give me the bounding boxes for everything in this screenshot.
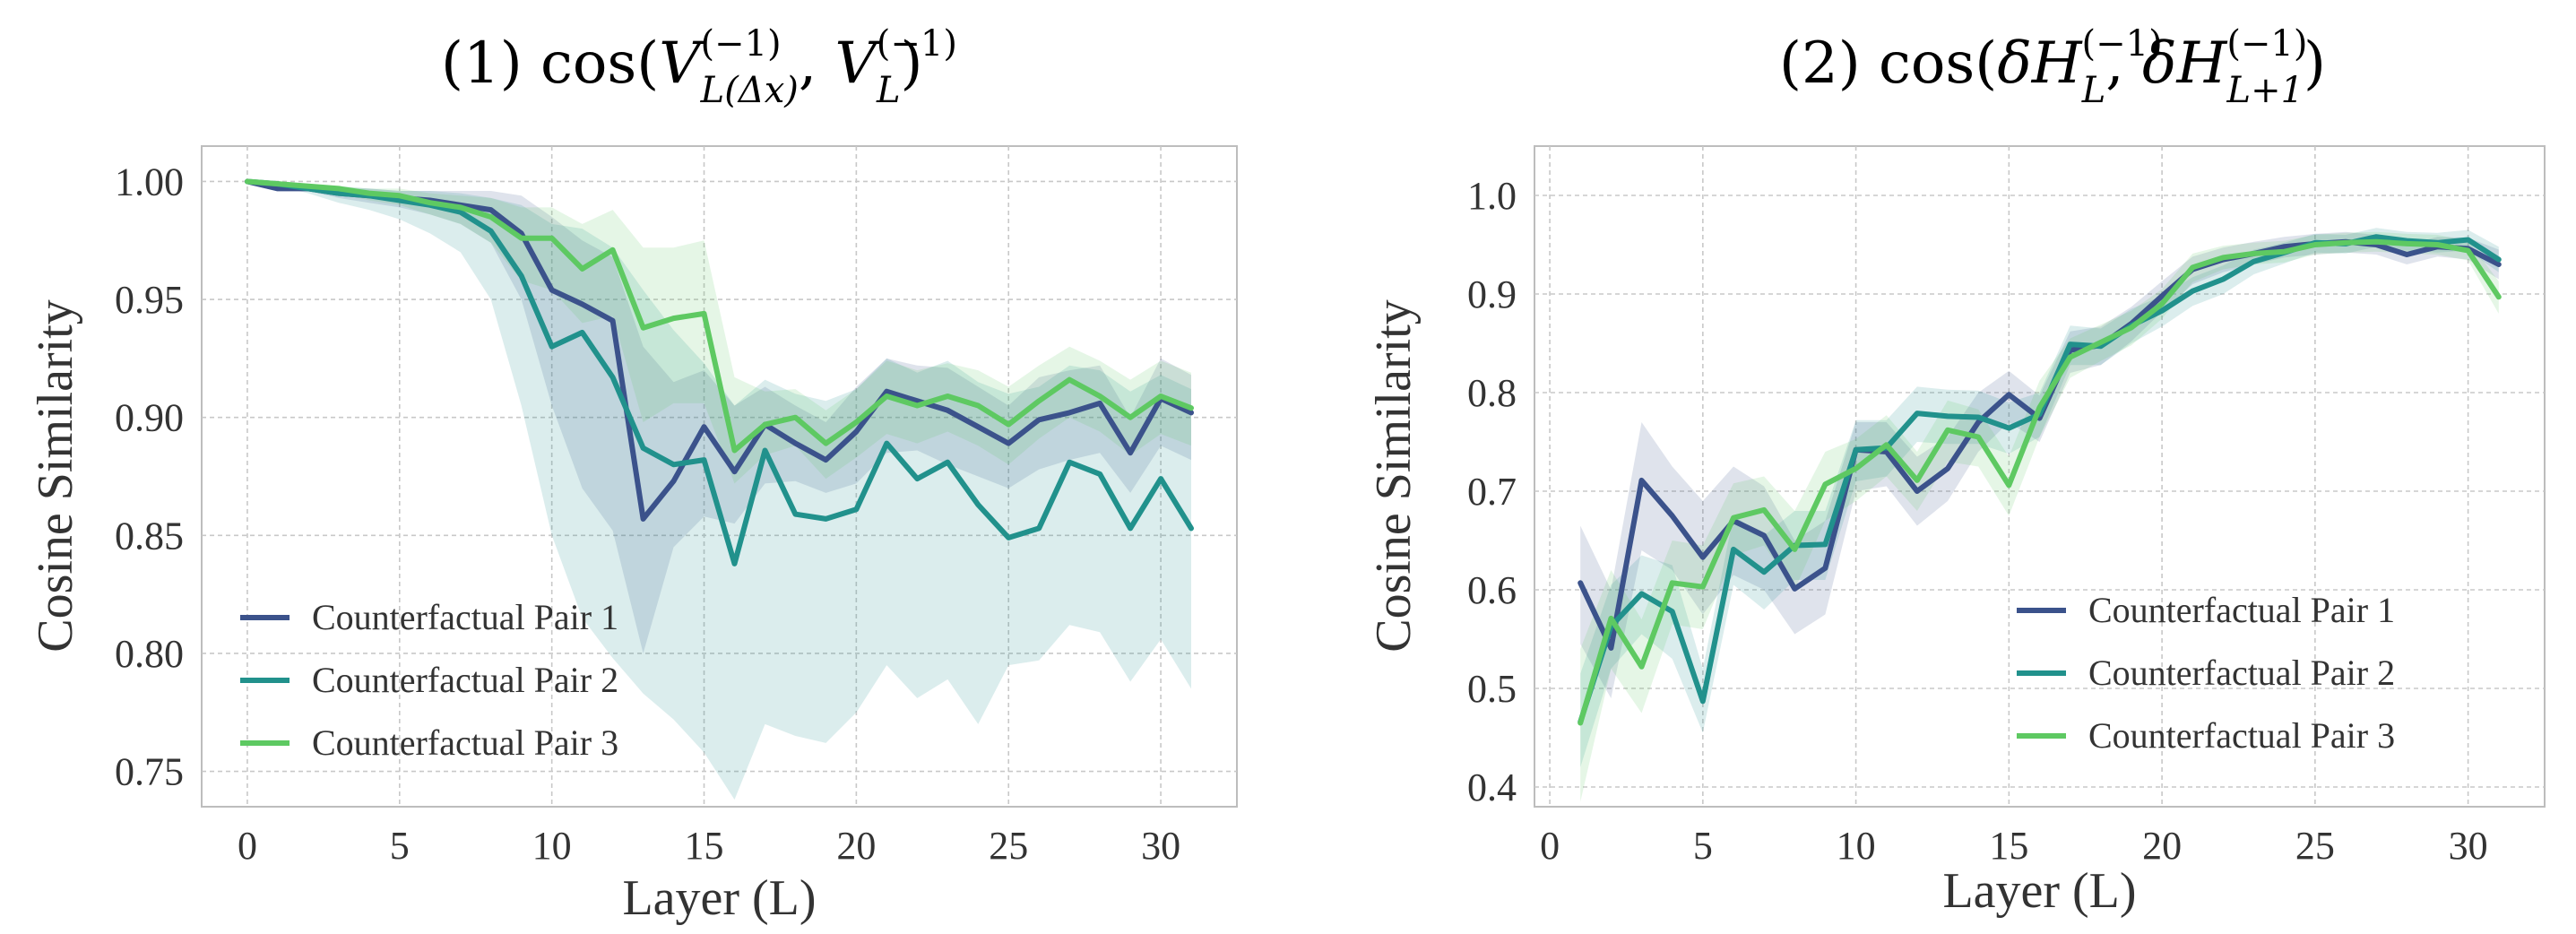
y-tick-label: 0.7	[1467, 470, 1517, 514]
title-sub2: L	[876, 70, 901, 111]
confidence-band-series-3	[1580, 231, 2499, 802]
x-tick-label: 25	[2295, 824, 2335, 868]
title-func: cos	[1879, 30, 1975, 97]
y-tick-label: 0.6	[1467, 568, 1517, 612]
x-tick-label: 30	[1141, 824, 1180, 868]
title-arg1: V	[659, 30, 705, 97]
chart-panel-2: 0.4 0.5 0.6 0.7 0.8 0.9 1.0 0 5 10 15 20 25 30 Layer (…	[1366, 23, 2546, 919]
title-func: cos	[540, 30, 636, 97]
chart-title: (1) cos(V(−1) L(Δx), V(−1) L)	[441, 23, 957, 111]
series-line-3	[1578, 238, 2502, 726]
chart-panel-1: 0.75 0.80 0.85 0.90 0.95 1.00 0 5 10 15 20 25 30 Laye…	[28, 23, 1238, 926]
title-sup2: (−1)	[2226, 23, 2307, 65]
title-sub2: L+1	[2226, 70, 2304, 111]
title-arg2: δH	[2142, 30, 2228, 97]
title-prefix: (1)	[441, 30, 540, 97]
legend-label-2: Counterfactual Pair 2	[312, 660, 618, 700]
title-close-paren: )	[2304, 30, 2326, 97]
title-comma: ,	[2105, 30, 2142, 97]
legend-label-1: Counterfactual Pair 1	[312, 597, 618, 637]
x-tick-label: 0	[238, 824, 257, 868]
confidence-band-series-3	[247, 181, 1191, 484]
title-sup1: (−1)	[2082, 23, 2163, 65]
y-tick-label: 0.75	[115, 750, 184, 794]
chart-title: (2) cos(δH(−1) L, δH(−1) L+1)	[1779, 23, 2326, 111]
title-sup1: (−1)	[700, 23, 781, 65]
data-layer	[245, 178, 1194, 800]
x-tick-label: 20	[2142, 824, 2182, 868]
x-tick-label: 30	[2449, 824, 2488, 868]
y-tick-label: 0.5	[1467, 667, 1517, 711]
x-tick-label: 10	[532, 824, 572, 868]
x-tick-label: 0	[1540, 824, 1560, 868]
x-axis-label: Layer (L)	[622, 870, 816, 926]
y-tick-label: 0.95	[115, 278, 184, 322]
legend-label-3: Counterfactual Pair 3	[2088, 715, 2395, 756]
legend-label-1: Counterfactual Pair 1	[2088, 590, 2395, 630]
y-tick-label: 0.85	[115, 514, 184, 558]
y-tick-label: 0.8	[1467, 371, 1517, 415]
title-arg1: δH	[1997, 30, 2083, 97]
series-line-3	[245, 178, 1194, 454]
y-tick-label: 0.90	[115, 396, 184, 440]
title-sub1: L(Δx)	[700, 70, 799, 111]
x-tick-label: 15	[685, 824, 724, 868]
x-tick-label: 5	[1693, 824, 1713, 868]
confidence-band-series-1	[247, 181, 1191, 653]
y-tick-label: 0.80	[115, 632, 184, 676]
title-open-paren: (	[636, 30, 659, 97]
x-axis-label: Layer (L)	[1942, 863, 2136, 919]
x-tick-label: 15	[1989, 824, 2028, 868]
x-tick-label: 25	[989, 824, 1028, 868]
data-layer	[1578, 228, 2502, 802]
y-axis-label: Cosine Similarity	[1366, 299, 1422, 653]
y-tick-label: 0.9	[1467, 272, 1517, 316]
confidence-band-series-2	[247, 181, 1191, 800]
y-tick-label: 0.4	[1467, 765, 1517, 809]
x-tick-label: 20	[836, 824, 876, 868]
title-comma: ,	[799, 30, 835, 97]
y-axis-label: Cosine Similarity	[28, 299, 83, 653]
title-open-paren: (	[1975, 30, 1997, 97]
legend: Counterfactual Pair 1 Counterfactual Pair…	[240, 597, 618, 763]
y-tick-label: 1.0	[1467, 174, 1517, 218]
title-sub1: L	[2081, 70, 2106, 111]
title-prefix: (2)	[1779, 30, 1879, 97]
x-tick-label: 10	[1837, 824, 1876, 868]
legend-label-3: Counterfactual Pair 3	[312, 722, 618, 763]
series-line-2	[245, 178, 1194, 566]
legend: Counterfactual Pair 1 Counterfactual Pair…	[2017, 590, 2395, 756]
title-close-paren: )	[901, 30, 923, 97]
x-tick-label: 5	[390, 824, 410, 868]
legend-label-2: Counterfactual Pair 2	[2088, 653, 2395, 693]
title-sup2: (−1)	[877, 23, 957, 65]
title-arg2: V	[835, 30, 882, 97]
y-tick-label: 1.00	[115, 160, 184, 203]
